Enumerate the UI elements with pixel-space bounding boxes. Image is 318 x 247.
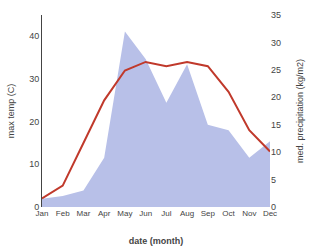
svg-text:Dec: Dec [263, 209, 277, 218]
svg-text:max temp (C): max temp (C) [6, 84, 16, 139]
svg-text:10: 10 [29, 159, 39, 169]
svg-text:med. precipitation (kg/m2): med. precipitation (kg/m2) [295, 59, 305, 163]
svg-text:0: 0 [34, 202, 39, 212]
svg-text:Nov: Nov [242, 209, 256, 218]
svg-text:10: 10 [271, 147, 281, 157]
svg-text:25: 25 [271, 65, 281, 75]
svg-text:date (month): date (month) [129, 236, 184, 246]
svg-text:30: 30 [29, 74, 39, 84]
svg-text:5: 5 [271, 175, 276, 185]
svg-text:Sep: Sep [201, 209, 216, 218]
svg-text:40: 40 [29, 31, 39, 41]
svg-text:35: 35 [271, 10, 281, 20]
svg-text:15: 15 [271, 120, 281, 130]
svg-text:Aug: Aug [180, 209, 194, 218]
svg-text:Apr: Apr [98, 209, 111, 218]
svg-text:Mar: Mar [77, 209, 91, 218]
svg-text:Jul: Jul [161, 209, 171, 218]
svg-text:20: 20 [29, 117, 39, 127]
svg-text:0: 0 [271, 202, 276, 212]
svg-text:30: 30 [271, 38, 281, 48]
svg-text:Feb: Feb [56, 209, 70, 218]
svg-text:Jan: Jan [36, 209, 49, 218]
svg-text:Jun: Jun [139, 209, 152, 218]
svg-text:Oct: Oct [222, 209, 235, 218]
svg-text:20: 20 [271, 92, 281, 102]
svg-text:May: May [117, 209, 132, 218]
